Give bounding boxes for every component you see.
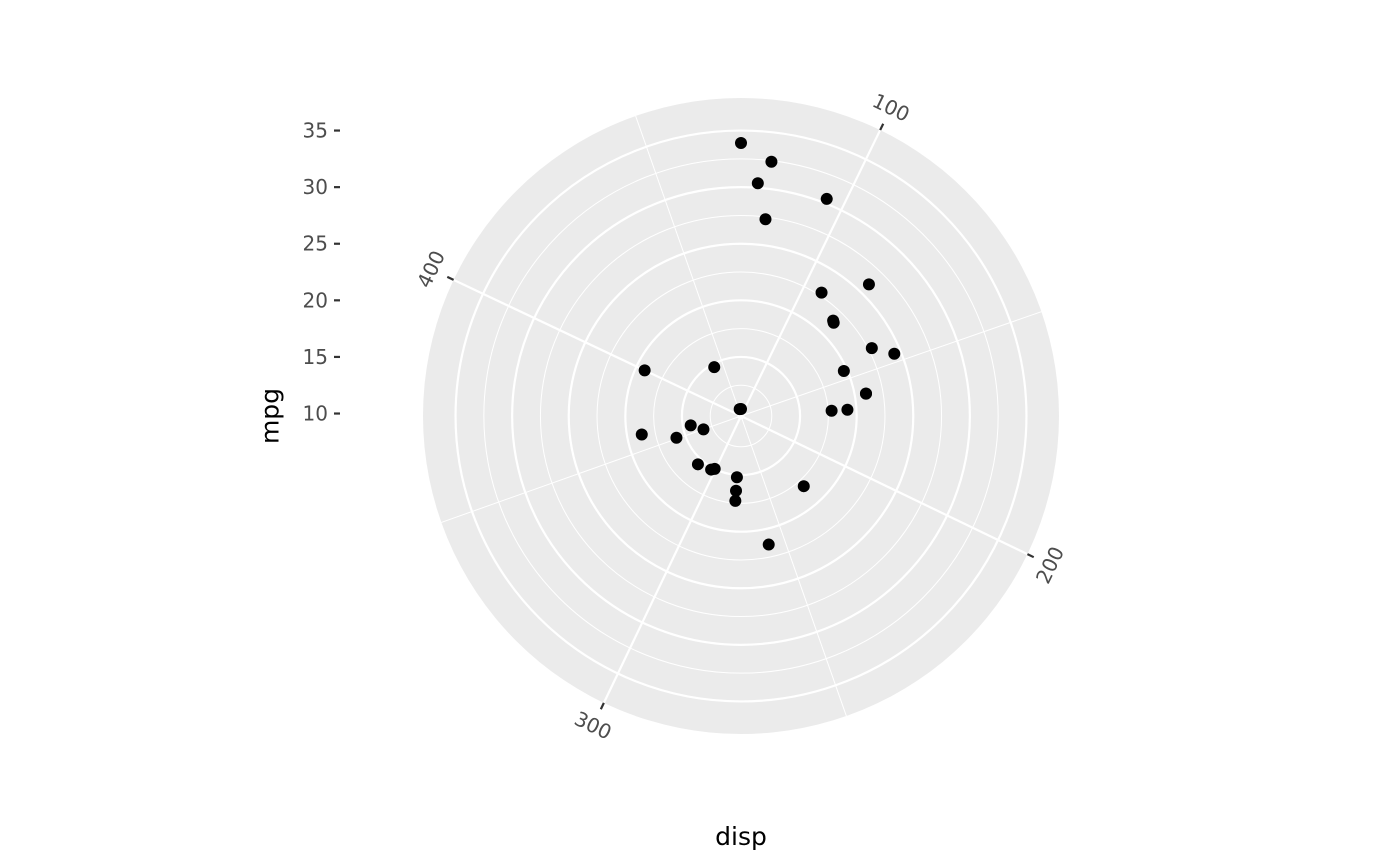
grid-major-ring [511, 186, 971, 646]
data-point [751, 177, 764, 190]
data-point [765, 155, 778, 168]
data-point [638, 364, 651, 377]
data-point [697, 423, 710, 436]
data-point [730, 471, 743, 484]
grid-minor-ring [709, 384, 773, 448]
r-tick-label: 25 [303, 232, 328, 256]
grid-minor-ring [483, 158, 999, 674]
r-tick-label: 35 [303, 119, 328, 143]
theta-tick-label: 300 [571, 706, 616, 744]
grid-major-ring [567, 242, 915, 590]
grid-major [453, 129, 1028, 704]
theta-tick-mark [446, 275, 455, 281]
data-point [684, 419, 697, 432]
theta-tick-mark [879, 123, 885, 131]
grid-major-spoke [453, 278, 742, 417]
data-point [735, 137, 747, 149]
data-point [708, 462, 721, 475]
data-point [837, 364, 850, 377]
data-point [708, 361, 721, 374]
grid-minor-spoke [740, 415, 847, 717]
x-axis-title: disp [715, 822, 767, 851]
grid-major-ring [454, 129, 1028, 703]
data-point [691, 458, 704, 471]
r-tick-label: 10 [303, 402, 328, 426]
data-point [759, 213, 772, 226]
r-axis: 10 15 20 25 30 35 [303, 119, 340, 426]
data-point [635, 428, 648, 441]
data-point [729, 494, 742, 507]
grid-major-spoke [602, 415, 742, 704]
grid-minor-ring [653, 328, 829, 504]
grid-minor-spoke [441, 415, 742, 523]
theta-tick-mark [1026, 553, 1035, 559]
data-point [733, 403, 746, 416]
data-point [865, 342, 878, 355]
data-point [841, 403, 854, 416]
grid-major-spoke [740, 129, 882, 417]
data-point [730, 484, 743, 497]
grid-major-spoke [740, 415, 1028, 556]
r-tick-label: 15 [303, 345, 328, 369]
data-point [815, 286, 828, 299]
data-point [820, 192, 833, 205]
data-point [827, 316, 840, 329]
data-point [670, 431, 683, 444]
grid-minor [441, 115, 1042, 717]
data-point [862, 278, 875, 291]
r-tick-label: 30 [303, 175, 328, 199]
grid-minor-ring [596, 271, 886, 561]
r-tick-label: 20 [303, 288, 328, 312]
data-point [797, 480, 810, 493]
data-point [859, 387, 872, 400]
data-points [635, 137, 901, 551]
data-point [762, 538, 775, 551]
data-point [825, 404, 838, 417]
grid-minor-ring [539, 214, 943, 618]
grid-major-ring [624, 299, 858, 533]
theta-tick-label: 100 [869, 88, 914, 126]
grid-minor-spoke [740, 311, 1042, 417]
theta-tick-mark [599, 702, 605, 710]
theta-tick-label: 400 [412, 247, 450, 292]
data-point [888, 347, 901, 360]
grid-minor-spoke [635, 115, 742, 417]
y-axis-title: mpg [256, 388, 285, 444]
theta-tick-label: 200 [1031, 543, 1069, 588]
